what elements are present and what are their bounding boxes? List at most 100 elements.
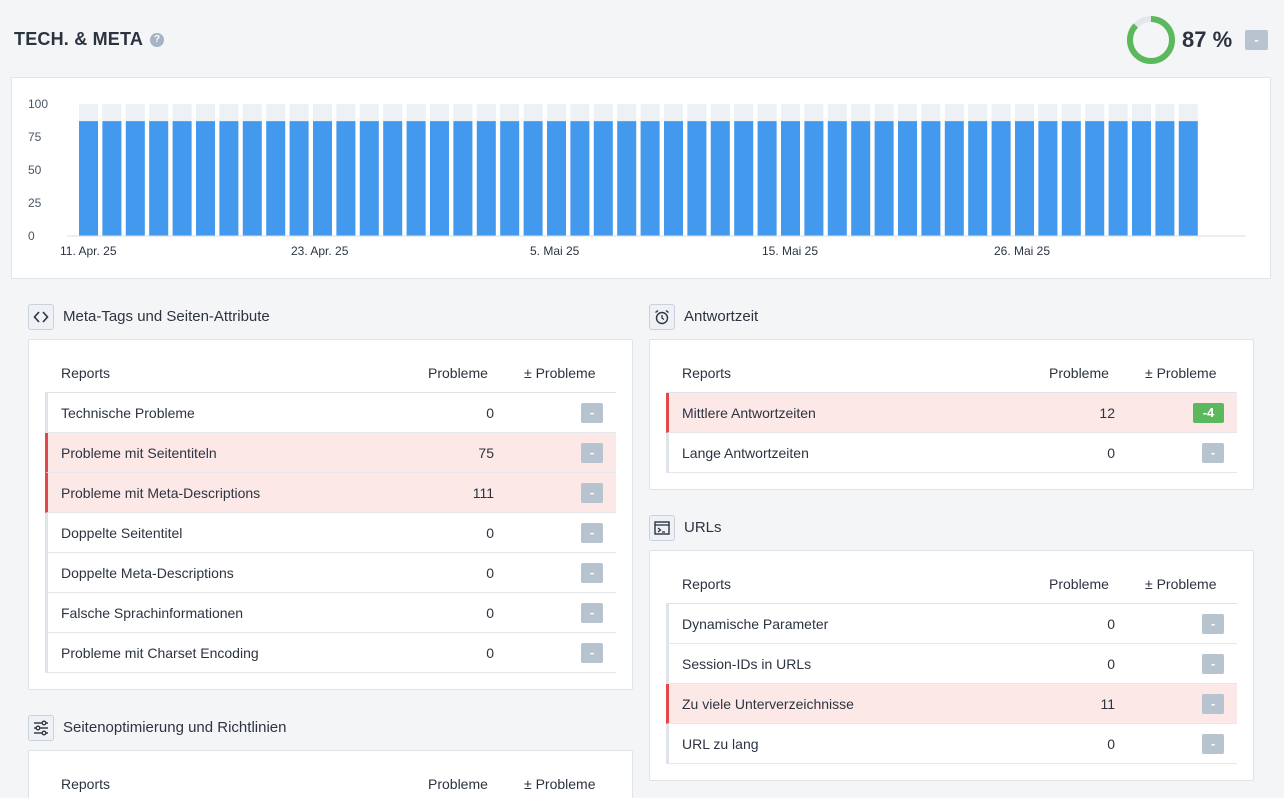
report-name[interactable]: Probleme mit Meta-Descriptions — [61, 485, 261, 501]
table-row[interactable]: Technische Probleme 0 - — [45, 393, 616, 433]
chart-bar[interactable] — [593, 121, 613, 236]
col-problems: Probleme — [1049, 576, 1109, 592]
chart-bar[interactable] — [1155, 121, 1175, 236]
chart-bar[interactable] — [968, 121, 988, 236]
problem-count: 111 — [472, 485, 494, 501]
chart-bar[interactable] — [383, 121, 403, 236]
chart-bar[interactable] — [219, 121, 239, 236]
chart-bar[interactable] — [242, 121, 262, 236]
table-row[interactable]: Lange Antwortzeiten 0 - — [666, 433, 1237, 473]
chart-bar[interactable] — [1108, 121, 1128, 236]
chart-bar[interactable] — [1178, 121, 1198, 236]
chart-bar[interactable] — [1015, 121, 1034, 236]
report-name[interactable]: Probleme mit Charset Encoding — [61, 645, 259, 661]
chart-bar[interactable] — [851, 121, 871, 236]
chart-bar[interactable] — [476, 121, 496, 236]
chart-bar[interactable] — [664, 121, 683, 236]
chart-bar[interactable] — [149, 121, 169, 236]
chart-bar[interactable] — [406, 121, 426, 236]
problem-count: 11 — [1100, 696, 1115, 712]
chart-bar[interactable] — [289, 121, 309, 236]
chart-bar[interactable] — [547, 121, 566, 236]
meta-reports-card: Reports Probleme ± Probleme Technische P… — [28, 339, 633, 690]
report-name[interactable]: Falsche Sprachinformationen — [61, 605, 244, 621]
chart-bar[interactable] — [757, 121, 777, 236]
chart-bar[interactable] — [1132, 121, 1151, 236]
delta-badge: - — [581, 603, 603, 623]
report-name[interactable]: Doppelte Meta-Descriptions — [61, 565, 234, 581]
delta-badge: - — [1202, 614, 1224, 634]
chart-bar[interactable] — [125, 121, 145, 236]
table-row[interactable]: Session-IDs in URLs 0 - — [666, 644, 1237, 684]
chart-bar[interactable] — [570, 121, 590, 236]
report-name[interactable]: Lange Antwortzeiten — [682, 445, 809, 461]
chart-bar[interactable] — [921, 121, 941, 236]
delta-badge: - — [581, 523, 603, 543]
urls-reports-card: Reports Probleme ± Probleme Dynamische P… — [649, 550, 1254, 781]
chart-bar[interactable] — [617, 121, 637, 236]
section-title-response: Antwortzeit — [684, 308, 759, 325]
report-name[interactable]: Dynamische Parameter — [682, 616, 829, 632]
chart-bar[interactable] — [944, 121, 964, 236]
chart-bar[interactable] — [523, 121, 543, 236]
chart-bar[interactable] — [359, 121, 379, 236]
table-row[interactable]: Doppelte Meta-Descriptions 0 - — [45, 553, 616, 593]
report-name[interactable]: Session-IDs in URLs — [682, 656, 812, 672]
response-reports-card: Reports Probleme ± Probleme Mittlere Ant… — [649, 339, 1254, 490]
chart-bar[interactable] — [874, 121, 894, 236]
chart-bar[interactable] — [453, 121, 473, 236]
delta-badge: - — [581, 563, 603, 583]
report-name[interactable]: URL zu lang — [682, 736, 759, 752]
chart-bar[interactable] — [500, 121, 520, 236]
chart-bar[interactable] — [1038, 121, 1058, 236]
table-header: Reports Probleme ± Probleme — [666, 551, 1237, 604]
table-row[interactable]: Probleme mit Charset Encoding 0 - — [45, 633, 616, 673]
chart-bar[interactable] — [734, 121, 754, 236]
chart-bar[interactable] — [827, 121, 847, 236]
table-row[interactable]: Zu viele Unterverzeichnisse 11 - — [666, 684, 1237, 724]
table-row[interactable]: Falsche Sprachinformationen 0 - — [45, 593, 616, 633]
report-name[interactable]: Probleme mit Seitentiteln — [61, 445, 217, 461]
delta-badge: - — [581, 443, 603, 463]
y-tick-label: 100 — [28, 97, 48, 111]
code-icon — [28, 304, 54, 330]
chart-bar[interactable] — [266, 121, 286, 236]
chart-bar[interactable] — [196, 121, 215, 236]
report-name[interactable]: Zu viele Unterverzeichnisse — [682, 696, 854, 712]
chart-bar[interactable] — [336, 121, 356, 236]
report-name[interactable]: Doppelte Seitentitel — [61, 525, 183, 541]
chart-bar[interactable] — [1061, 121, 1081, 236]
x-axis-label: 5. Mai 25 — [530, 244, 580, 258]
alarm-clock-icon — [649, 304, 675, 330]
chart-bar[interactable] — [898, 121, 917, 236]
col-reports: Reports — [61, 776, 111, 792]
table-row[interactable]: Probleme mit Meta-Descriptions 111 - — [45, 473, 616, 513]
chart-bar[interactable] — [79, 121, 98, 236]
chart-bar[interactable] — [102, 121, 122, 236]
col-reports: Reports — [682, 576, 732, 592]
table-row[interactable]: Dynamische Parameter 0 - — [666, 604, 1237, 644]
delta-badge: - — [1202, 654, 1224, 674]
chart-bar[interactable] — [640, 121, 660, 236]
table-row[interactable]: URL zu lang 0 - — [666, 724, 1237, 764]
table-row[interactable]: Probleme mit Seitentiteln 75 - — [45, 433, 616, 473]
chart-bar[interactable] — [710, 121, 730, 236]
table-row[interactable]: Doppelte Seitentitel 0 - — [45, 513, 616, 553]
chart-bar[interactable] — [804, 121, 824, 236]
report-name[interactable]: Technische Probleme — [61, 405, 195, 421]
help-icon[interactable]: ? — [150, 33, 164, 47]
page-title: TECH. & META — [14, 29, 144, 49]
chart-bar[interactable] — [172, 121, 192, 236]
chart-bar[interactable] — [313, 121, 332, 236]
col-delta: ± Probleme — [524, 776, 596, 792]
chart-bar[interactable] — [991, 121, 1011, 236]
report-name[interactable]: Mittlere Antwortzeiten — [682, 405, 816, 421]
x-axis-label: 26. Mai 25 — [994, 244, 1050, 258]
chart-bar[interactable] — [1085, 121, 1105, 236]
chart-bar[interactable] — [430, 121, 449, 236]
table-row[interactable]: Mittlere Antwortzeiten 12 -4 — [666, 393, 1237, 433]
section-title-meta: Meta-Tags und Seiten-Attribute — [63, 308, 270, 325]
chart-bar[interactable] — [687, 121, 707, 236]
chart-bar[interactable] — [781, 121, 800, 236]
score-history-chart: 100 75 50 25 0 11. Apr. 25 23. Apr. 25 5. Mai … — [11, 77, 1271, 279]
